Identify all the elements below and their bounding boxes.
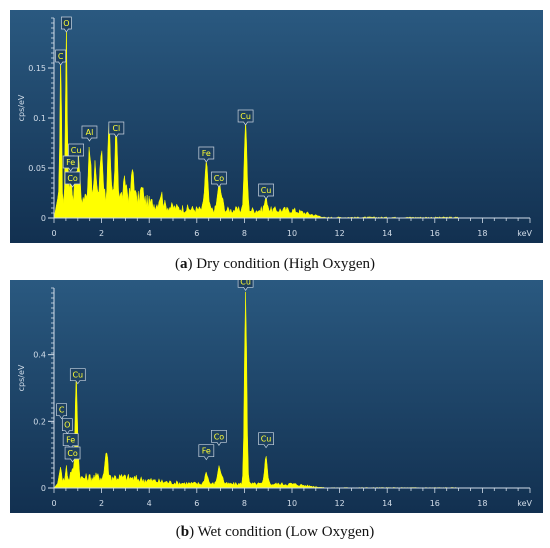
x-tick-label: 16 bbox=[430, 499, 440, 508]
x-tick-label: 18 bbox=[477, 499, 487, 508]
x-tick-label: 2 bbox=[99, 229, 104, 238]
svg-text:O: O bbox=[63, 19, 69, 28]
svg-text:Fe: Fe bbox=[66, 158, 75, 167]
x-tick-label: 0 bbox=[51, 499, 56, 508]
spectrum-area bbox=[53, 291, 530, 489]
svg-text:Co: Co bbox=[214, 174, 225, 183]
svg-text:Fe: Fe bbox=[202, 149, 211, 158]
spectrum-panel-b: 0 0.2 0.4 0 2 4 6 8 10 12 14 16 18 keV cps/eV Cu C O Fe Co F… bbox=[10, 280, 543, 513]
y-tick-label: 0 bbox=[41, 484, 46, 493]
y-axis-title: cps/eV bbox=[17, 94, 26, 121]
x-tick-label: 6 bbox=[194, 499, 199, 508]
x-tick-label: 12 bbox=[335, 499, 345, 508]
peak-label-co: Co bbox=[211, 171, 227, 188]
svg-text:Cu: Cu bbox=[72, 371, 83, 380]
peak-label-cu: Cu bbox=[69, 368, 86, 385]
y-tick-label: 0.1 bbox=[33, 114, 46, 123]
svg-text:Cl: Cl bbox=[112, 124, 120, 133]
caption-a-text: Dry condition (High Oxygen) bbox=[192, 256, 375, 272]
x-tick-label: 6 bbox=[194, 229, 199, 238]
svg-text:O: O bbox=[64, 421, 70, 430]
peak-label-cu: Cu bbox=[258, 432, 274, 449]
svg-text:Cu: Cu bbox=[71, 146, 82, 155]
spectrum-panel-a: 0 0.05 0.1 0.15 0 2 4 6 8 10 12 14 16 18 keV cps/eV O C Cu… bbox=[10, 10, 543, 243]
peak-label-co: Co bbox=[64, 171, 81, 188]
x-tick-label: 4 bbox=[147, 499, 152, 508]
x-tick-label: 14 bbox=[382, 229, 392, 238]
peak-label-cu: Cu bbox=[237, 280, 254, 291]
caption-a: (a) Dry condition (High Oxygen) bbox=[175, 256, 375, 272]
x-tick-label: 10 bbox=[287, 229, 297, 238]
plot-background bbox=[10, 280, 543, 513]
svg-text:Fe: Fe bbox=[66, 436, 75, 445]
x-tick-label: 0 bbox=[51, 229, 56, 238]
peak-label-cu: Cu bbox=[258, 183, 274, 200]
svg-text:Co: Co bbox=[67, 174, 78, 183]
peak-label-cu: Cu bbox=[237, 109, 254, 126]
svg-text:C: C bbox=[58, 52, 64, 61]
y-tick-label: 0.4 bbox=[33, 351, 46, 360]
peak-label-co: Co bbox=[64, 446, 81, 463]
svg-text:C: C bbox=[59, 406, 65, 415]
peak-label-o: O bbox=[61, 418, 73, 435]
peak-label-fe: Fe bbox=[62, 155, 79, 172]
x-unit-label: keV bbox=[517, 229, 532, 238]
svg-text:Co: Co bbox=[214, 432, 225, 441]
caption-b: (b) Wet condition (Low Oxygen) bbox=[175, 524, 375, 540]
peak-label-o: O bbox=[61, 16, 72, 33]
peak-label-cl: Cl bbox=[108, 121, 125, 138]
svg-text:Cu: Cu bbox=[261, 186, 272, 195]
peak-label-fe: Fe bbox=[198, 146, 215, 163]
x-tick-label: 12 bbox=[335, 229, 345, 238]
x-tick-label: 8 bbox=[242, 229, 247, 238]
svg-text:Cu: Cu bbox=[240, 112, 251, 121]
x-tick-label: 4 bbox=[147, 229, 152, 238]
caption-b-tag: b bbox=[180, 524, 190, 540]
x-unit-label: keV bbox=[517, 499, 532, 508]
y-tick-label: 0 bbox=[41, 214, 46, 223]
peak-label-c: C bbox=[55, 49, 67, 66]
svg-text:Al: Al bbox=[86, 128, 94, 137]
x-tick-label: 10 bbox=[287, 499, 297, 508]
x-tick-label: 8 bbox=[242, 499, 247, 508]
x-tick-label: 2 bbox=[99, 499, 104, 508]
svg-text:Cu: Cu bbox=[240, 280, 251, 286]
peak-label-c: C bbox=[56, 403, 67, 420]
y-tick-label: 0.15 bbox=[28, 64, 46, 73]
y-axis-title: cps/eV bbox=[17, 364, 26, 391]
peak-label-fe: Fe bbox=[198, 444, 215, 461]
y-tick-label: 0.05 bbox=[28, 164, 46, 173]
svg-text:Co: Co bbox=[67, 449, 78, 458]
svg-text:Cu: Cu bbox=[261, 435, 272, 444]
caption-b-text: Wet condition (Low Oxygen) bbox=[194, 524, 375, 540]
x-tick-label: 14 bbox=[382, 499, 392, 508]
y-tick-label: 0.2 bbox=[33, 417, 46, 426]
caption-a-tag: a bbox=[180, 256, 188, 272]
spectrum-chart-a: 0 0.05 0.1 0.15 0 2 4 6 8 10 12 14 16 18 keV cps/eV O C Cu… bbox=[10, 10, 543, 243]
svg-text:Fe: Fe bbox=[202, 447, 211, 456]
peak-label-co: Co bbox=[211, 429, 227, 446]
x-tick-label: 16 bbox=[430, 229, 440, 238]
x-tick-label: 18 bbox=[477, 229, 487, 238]
peak-label-al: Al bbox=[81, 125, 98, 142]
